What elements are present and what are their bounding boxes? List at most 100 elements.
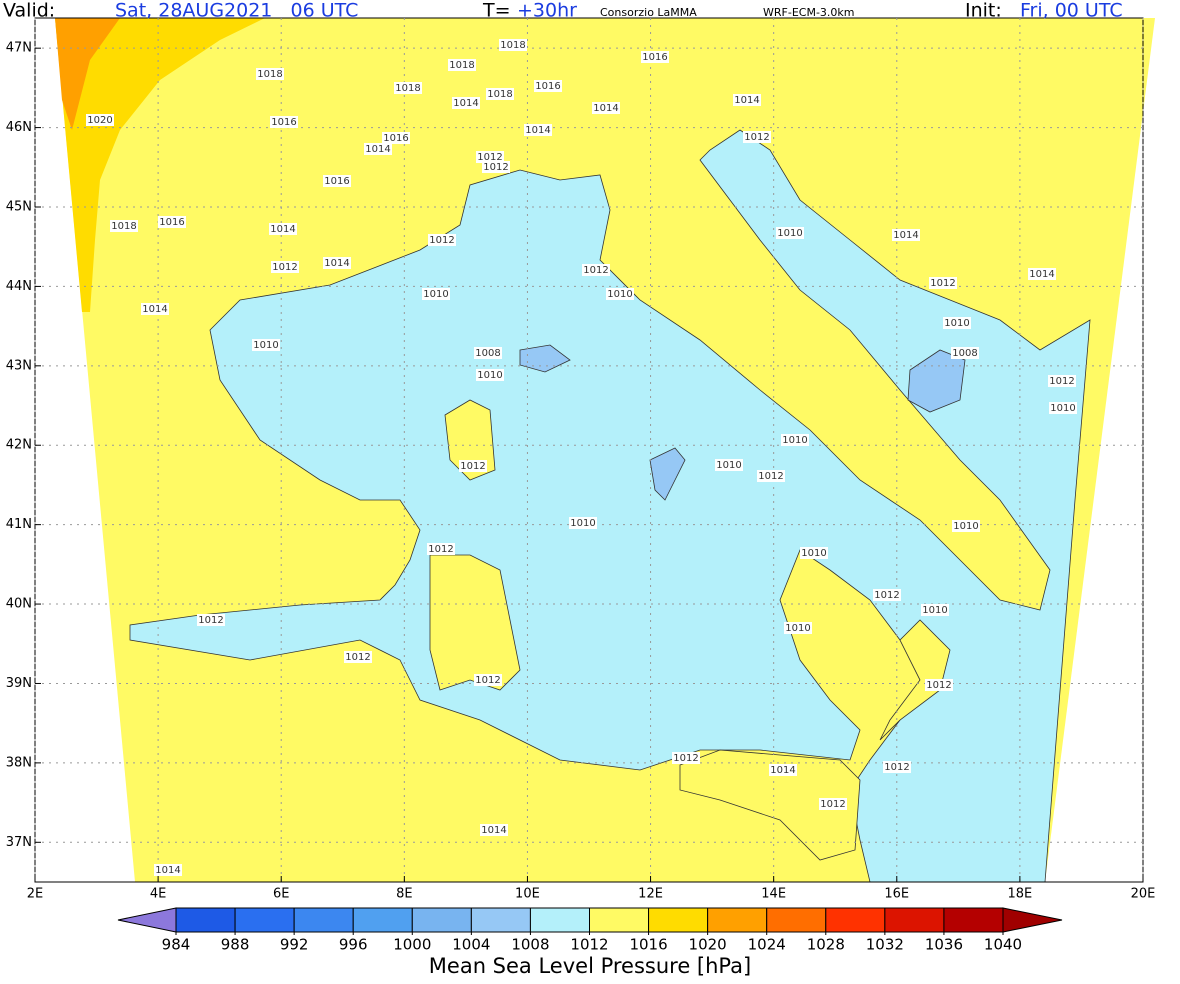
contour-label: 1010 (922, 605, 947, 616)
contour-label-bg (672, 752, 700, 764)
contour-label-bg (141, 303, 169, 315)
contour-label: 1018 (500, 40, 525, 51)
contour-label: 1012 (884, 762, 909, 773)
contour-label-bg (641, 51, 669, 63)
colorbar-box (648, 907, 709, 933)
contour-label: 1016 (642, 52, 667, 63)
contour-label: 1014 (525, 125, 550, 136)
lat-tick-label: 39N (6, 676, 32, 691)
contour-label-bg (819, 798, 847, 810)
contour-label-bg (715, 459, 743, 471)
contour-label: 1014 (270, 224, 295, 235)
colorbar-box (293, 907, 354, 933)
colorbar-box (589, 907, 650, 933)
lat-tick-label: 42N (6, 438, 32, 453)
colorbar-label: 1036 (925, 936, 963, 954)
contour-label: 1014 (453, 98, 478, 109)
contour-label: 1014 (734, 95, 759, 106)
colorbar-label: 984 (162, 936, 191, 954)
calabria (879, 619, 951, 741)
contour-label: 1018 (449, 60, 474, 71)
contour-label-bg (158, 216, 186, 228)
contour-label: 1012 (345, 652, 370, 663)
contour-label: 1018 (257, 69, 282, 80)
contour-label-bg (776, 227, 804, 239)
contour-label: 1012 (483, 162, 508, 173)
contour-label: 1014 (481, 825, 506, 836)
contour-label-bg (476, 151, 504, 163)
contour-label: 1010 (423, 289, 448, 300)
contour-label-bg (943, 317, 971, 329)
contour-label: 1014 (142, 304, 167, 315)
contour-label: 1014 (593, 103, 618, 114)
contour-label: 1012 (874, 590, 899, 601)
init-time: Fri, 00 UTC (1020, 0, 1123, 22)
low-center (649, 447, 686, 501)
contour-label-bg (476, 369, 504, 381)
contour-label: 1008 (475, 348, 500, 359)
contour-label: 1010 (477, 370, 502, 381)
contour-label-bg (800, 547, 828, 559)
lat-tick-label: 46N (6, 120, 32, 135)
contour-label: 1012 (429, 235, 454, 246)
lon-tick-label: 10E (515, 887, 540, 902)
model: WRF-ECM-3.0km (763, 6, 855, 19)
contour-label-bg (524, 124, 552, 136)
contour-label: 1010 (953, 521, 978, 532)
contour-label: 1016 (271, 117, 296, 128)
lon-tick-label: 8E (396, 887, 413, 902)
colorbar-label: 1000 (393, 936, 431, 954)
contour-label-bg (269, 223, 297, 235)
contour-label: 1018 (111, 221, 136, 232)
contour-label-bg (499, 39, 527, 51)
contour-label-bg (892, 229, 920, 241)
provider: Consorzio LaMMA (600, 6, 697, 19)
colorbar-box (175, 907, 236, 933)
contour-label-bg (256, 68, 284, 80)
contour-label: 1010 (944, 318, 969, 329)
contour-label: 1016 (324, 176, 349, 187)
colorbar-box (766, 907, 827, 933)
colorbar-label: 1020 (689, 936, 727, 954)
colorbar-label: 1016 (629, 936, 667, 954)
contour-label: 1012 (926, 680, 951, 691)
lat-tick-label: 44N (6, 279, 32, 294)
contour-label-bg (154, 864, 182, 876)
forecast-label: T= (482, 0, 511, 22)
contour-label-bg (569, 517, 597, 529)
contour-label: 1010 (782, 435, 807, 446)
colorbar-box (825, 907, 886, 933)
contour-label-bg (1049, 402, 1077, 414)
colorbar-box (352, 907, 413, 933)
lat-tick-label: 37N (6, 835, 32, 850)
contour-label: 1014 (324, 258, 349, 269)
colorbar-box (470, 907, 531, 933)
contour-label-bg (110, 220, 138, 232)
contour-label-bg (474, 674, 502, 686)
contour-label-bg (482, 161, 510, 173)
contour-label-bg (428, 234, 456, 246)
contour-label-bg (427, 543, 455, 555)
colorbar-label: 1004 (452, 936, 490, 954)
contour-label: 1010 (607, 289, 632, 300)
colorbar-title: Mean Sea Level Pressure [hPa] (429, 954, 751, 978)
low-center (519, 344, 571, 373)
contour-label: 1010 (801, 548, 826, 559)
low-center (907, 349, 966, 413)
colorbar-label: 1008 (511, 936, 549, 954)
contour-label-bg (769, 764, 797, 776)
higher-pressure-area (55, 18, 120, 130)
contour-label: 1012 (820, 799, 845, 810)
contour-label: 1010 (1050, 403, 1075, 414)
contour-label: 1012 (460, 461, 485, 472)
contour-label: 1008 (952, 348, 977, 359)
contour-label: 1012 (477, 152, 502, 163)
contour-label-bg (784, 622, 812, 634)
contour-label: 1010 (253, 340, 278, 351)
contour-label-bg (364, 143, 392, 155)
contour-label-bg (951, 347, 979, 359)
contour-label-bg (929, 277, 957, 289)
contour-label-bg (382, 132, 410, 144)
contour-label-bg (394, 82, 422, 94)
lat-tick-label: 40N (6, 597, 32, 612)
